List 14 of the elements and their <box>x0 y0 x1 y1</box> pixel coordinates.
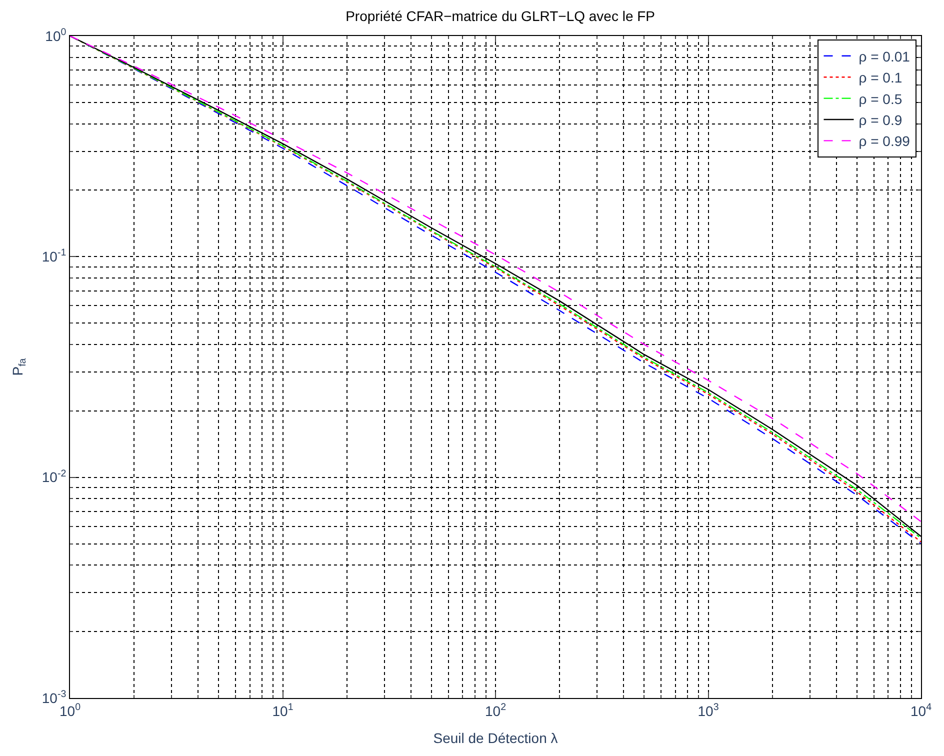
y-tick-label: 10$^{-2}$ <box>42 468 66 486</box>
legend-label: ρ = 0.9 <box>858 112 902 128</box>
x-tick-label: 10$^{2}$ <box>484 702 506 719</box>
x-axis-title: Seuil de Détection λ <box>433 730 558 746</box>
legend-label: ρ = 0.5 <box>858 90 902 107</box>
x-tick-label: 10$^{3}$ <box>698 702 720 719</box>
legend-label: ρ = 0.01 <box>858 48 910 64</box>
legend-label: ρ = 0.99 <box>858 133 910 150</box>
chart-title: Propriété CFAR−matrice du GLRT−LQ avec le FP <box>346 8 656 24</box>
x-tick-label: 10$^{4}$ <box>910 702 932 719</box>
y-tick-label: 10$^{-1}$ <box>42 248 66 265</box>
legend-label: ρ = 0.1 <box>858 70 902 86</box>
x-tick-label: 10$^{1}$ <box>272 702 294 719</box>
y-tick-label: 10$^{0}$ <box>45 27 67 44</box>
